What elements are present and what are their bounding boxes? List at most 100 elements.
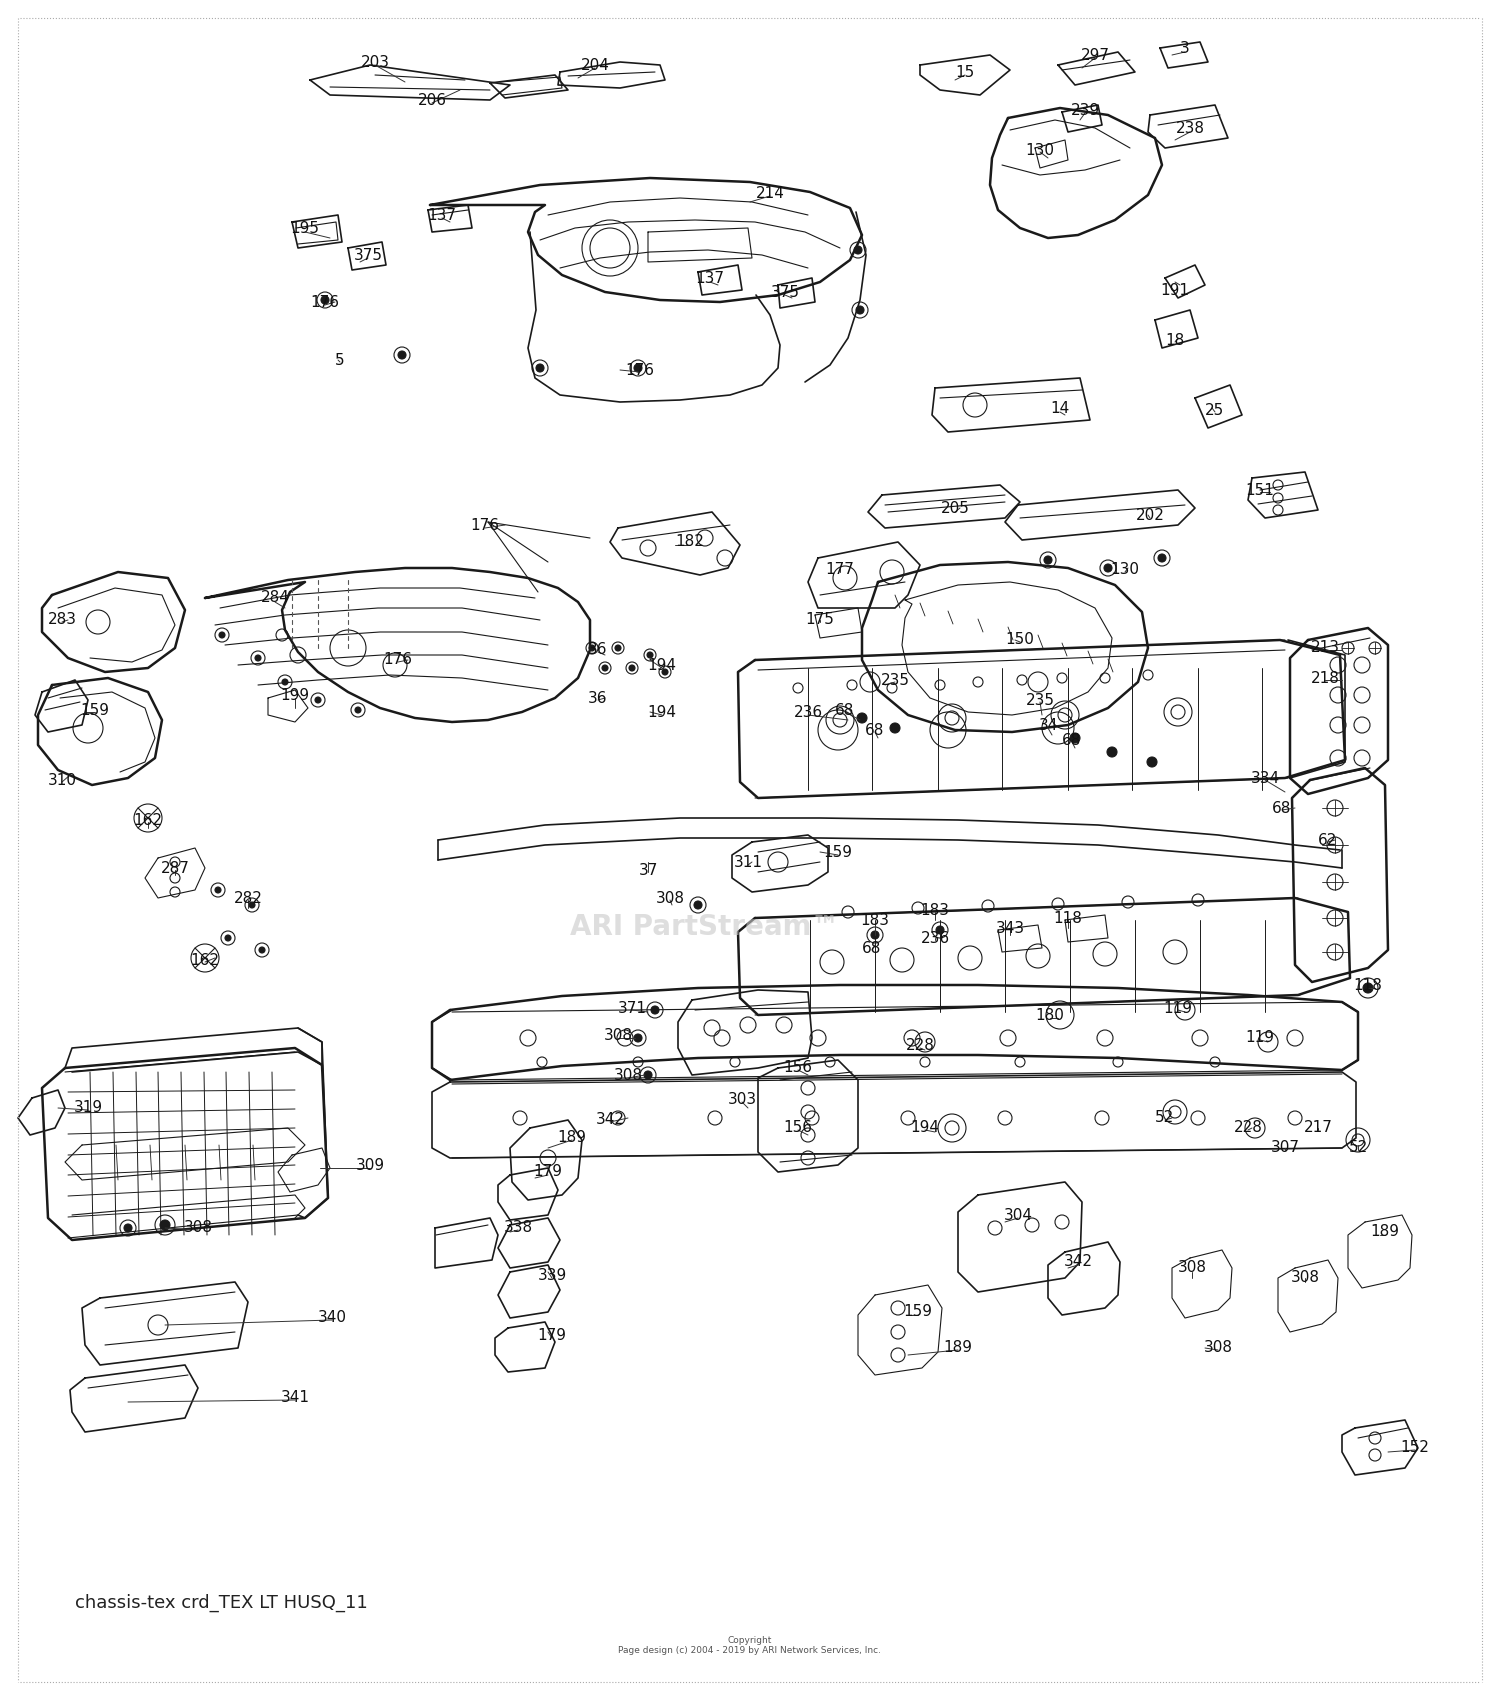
- Text: 375: 375: [354, 248, 382, 262]
- Text: 25: 25: [1206, 403, 1224, 418]
- Circle shape: [321, 296, 328, 304]
- Text: 228: 228: [1233, 1120, 1263, 1136]
- Text: 338: 338: [504, 1221, 532, 1236]
- Text: 308: 308: [1290, 1270, 1320, 1285]
- Text: 68: 68: [862, 940, 882, 955]
- Text: 118: 118: [1053, 911, 1083, 925]
- Text: 52: 52: [1155, 1110, 1174, 1125]
- Circle shape: [644, 1071, 652, 1080]
- Circle shape: [124, 1224, 132, 1232]
- Circle shape: [646, 653, 652, 658]
- Text: 239: 239: [1071, 102, 1100, 117]
- Text: 14: 14: [1050, 401, 1070, 415]
- Text: 203: 203: [360, 54, 390, 70]
- Text: 182: 182: [675, 534, 705, 549]
- Text: 156: 156: [783, 1120, 813, 1136]
- Circle shape: [214, 887, 220, 892]
- Text: 308: 308: [614, 1068, 642, 1083]
- Text: 310: 310: [48, 772, 76, 787]
- Text: 159: 159: [903, 1304, 933, 1319]
- Text: 68: 68: [865, 722, 885, 738]
- Text: 159: 159: [81, 702, 110, 717]
- Text: 162: 162: [190, 952, 219, 967]
- Text: 308: 308: [656, 891, 684, 906]
- Text: 238: 238: [1176, 121, 1204, 136]
- Text: 118: 118: [1353, 977, 1383, 993]
- Text: 339: 339: [537, 1268, 567, 1282]
- Circle shape: [590, 644, 596, 651]
- Text: 213: 213: [1311, 641, 1340, 656]
- Text: 68: 68: [1272, 801, 1292, 816]
- Text: 228: 228: [906, 1037, 934, 1052]
- Text: 189: 189: [558, 1130, 586, 1146]
- Text: 283: 283: [48, 612, 76, 627]
- Circle shape: [1364, 983, 1372, 993]
- Text: 119: 119: [1164, 1001, 1192, 1015]
- Text: 176: 176: [310, 294, 339, 309]
- Text: 159: 159: [824, 845, 852, 860]
- Text: 152: 152: [1401, 1440, 1429, 1455]
- Text: 37: 37: [639, 862, 657, 877]
- Circle shape: [936, 927, 944, 933]
- Text: 52: 52: [1348, 1141, 1368, 1156]
- Text: 218: 218: [1311, 670, 1340, 685]
- Circle shape: [398, 350, 406, 359]
- Text: 3: 3: [1180, 41, 1190, 56]
- Text: 371: 371: [618, 1001, 646, 1015]
- Circle shape: [1070, 733, 1080, 743]
- Text: 62: 62: [1318, 833, 1338, 848]
- Text: 130: 130: [1026, 143, 1054, 158]
- Text: 217: 217: [1304, 1120, 1332, 1136]
- Circle shape: [890, 722, 900, 733]
- Text: 137: 137: [696, 270, 724, 286]
- Circle shape: [651, 1006, 658, 1013]
- Text: 179: 179: [537, 1328, 567, 1343]
- Text: 205: 205: [940, 500, 969, 515]
- Text: 235: 235: [880, 673, 909, 687]
- Circle shape: [1044, 556, 1052, 564]
- Circle shape: [853, 246, 862, 253]
- Circle shape: [856, 712, 867, 722]
- Text: 236: 236: [921, 930, 950, 945]
- Text: 176: 176: [471, 517, 500, 532]
- Circle shape: [615, 644, 621, 651]
- Text: 5: 5: [334, 352, 345, 367]
- Text: 162: 162: [134, 813, 162, 828]
- Circle shape: [255, 654, 261, 661]
- Text: 287: 287: [160, 860, 189, 876]
- Text: 308: 308: [1178, 1260, 1206, 1275]
- Text: 199: 199: [280, 687, 309, 702]
- Text: 177: 177: [825, 563, 855, 578]
- Text: Copyright
Page design (c) 2004 - 2019 by ARI Network Services, Inc.: Copyright Page design (c) 2004 - 2019 by…: [618, 1635, 882, 1656]
- Text: 194: 194: [910, 1120, 939, 1136]
- Circle shape: [1148, 756, 1156, 767]
- Text: 189: 189: [944, 1341, 972, 1355]
- Text: 308: 308: [603, 1027, 633, 1042]
- Circle shape: [356, 707, 362, 712]
- Circle shape: [1107, 746, 1118, 756]
- Text: 375: 375: [771, 284, 800, 299]
- Circle shape: [225, 935, 231, 942]
- Text: 156: 156: [783, 1061, 813, 1076]
- Text: 194: 194: [648, 658, 676, 673]
- Text: 176: 176: [626, 362, 654, 377]
- Text: 343: 343: [996, 920, 1024, 935]
- Text: 176: 176: [384, 653, 412, 668]
- Circle shape: [628, 665, 634, 672]
- Text: 308: 308: [1203, 1341, 1233, 1355]
- Text: 36: 36: [588, 643, 608, 658]
- Text: 150: 150: [1005, 632, 1035, 648]
- Text: 183: 183: [921, 903, 950, 918]
- Text: 214: 214: [756, 185, 784, 201]
- Circle shape: [1158, 554, 1166, 563]
- Text: 297: 297: [1080, 48, 1110, 63]
- Text: 342: 342: [596, 1112, 624, 1127]
- Text: 311: 311: [734, 855, 762, 869]
- Circle shape: [634, 364, 642, 372]
- Text: 183: 183: [861, 913, 889, 928]
- Text: 180: 180: [1035, 1008, 1065, 1022]
- Circle shape: [1104, 564, 1112, 571]
- Circle shape: [536, 364, 544, 372]
- Text: 342: 342: [1064, 1255, 1092, 1270]
- Text: 68: 68: [1062, 733, 1082, 748]
